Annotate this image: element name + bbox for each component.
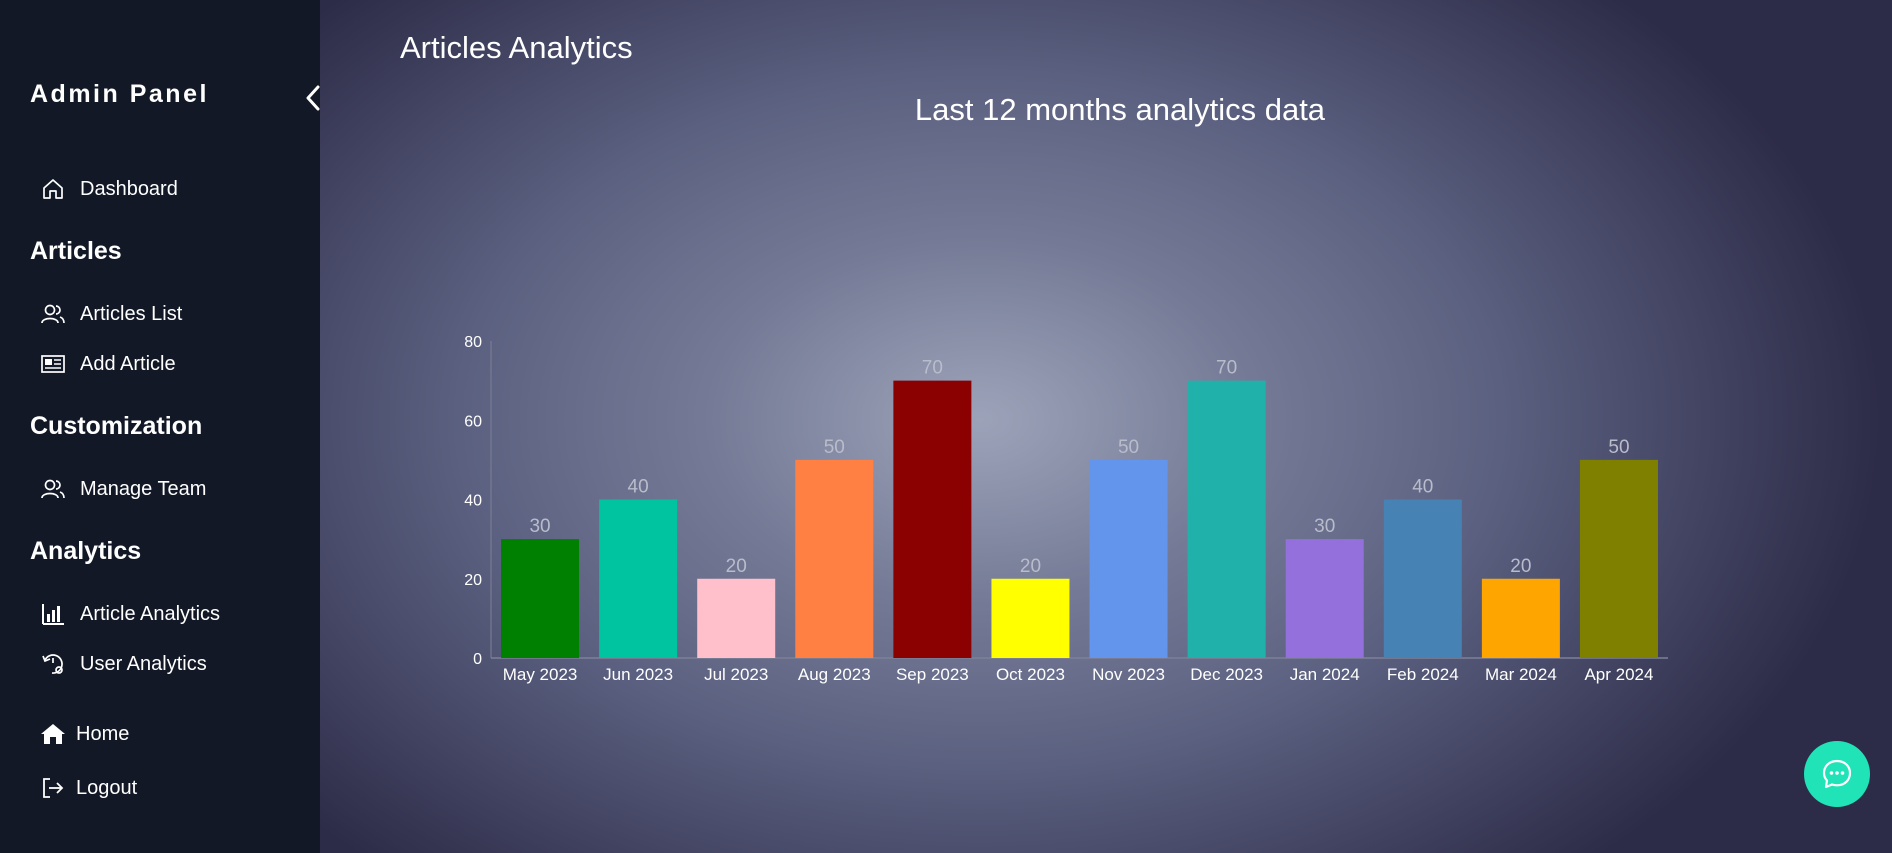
x-tick-label: Jun 2023 [603, 665, 673, 684]
sidebar-item-label: User Analytics [80, 652, 207, 675]
home-icon [40, 721, 66, 747]
chart-title: Last 12 months analytics data [915, 92, 1326, 127]
chevron-left-icon [306, 85, 320, 111]
logout-icon [40, 775, 66, 801]
bar [1383, 499, 1462, 658]
bar [1089, 459, 1168, 658]
bar [1579, 459, 1658, 658]
bar [1285, 539, 1364, 658]
bar [599, 499, 678, 658]
bar-chart: Last 12 months analytics data 0 20 40 60 80 3… [464, 92, 1668, 684]
sidebar-item-label: Logout [76, 776, 138, 799]
y-tick-label: 0 [473, 651, 482, 668]
x-tick-label: Feb 2024 [1387, 665, 1459, 684]
sidebar-item-dashboard[interactable]: Dashboard [40, 174, 178, 204]
y-tick-label: 80 [464, 334, 482, 351]
x-tick-label: Nov 2023 [1092, 665, 1165, 684]
page-title: Articles Analytics [400, 30, 633, 65]
bar-value-label: 30 [1314, 516, 1335, 537]
bar [991, 578, 1070, 658]
bar-value-label: 70 [1216, 358, 1237, 379]
sidebar-item-label: Add Article [80, 352, 176, 375]
chat-bubble-icon [1822, 759, 1852, 789]
sidebar-item-label: Articles List [80, 302, 183, 325]
people-icon [40, 301, 66, 327]
sidebar-item-add-article[interactable]: Add Article [40, 349, 176, 379]
sidebar-item-label: Article Analytics [80, 602, 221, 625]
x-tick-label: Jul 2023 [704, 665, 768, 684]
x-tick-label: Mar 2024 [1485, 665, 1557, 684]
sidebar-item-label: Dashboard [80, 177, 178, 200]
x-tick-label: Sep 2023 [896, 665, 969, 684]
sidebar-item-home[interactable]: Home [40, 719, 129, 749]
sidebar-item-article-analytics[interactable]: Article Analytics [40, 599, 220, 629]
home-outline-icon [40, 176, 66, 202]
sidebar: Admin Panel Dashboard Articles Articles … [0, 0, 340, 853]
bar-value-label: 70 [922, 358, 943, 379]
bar-value-label: 40 [1412, 477, 1433, 498]
chat-button[interactable] [1804, 741, 1870, 807]
brand-title: Admin Panel [30, 80, 209, 108]
bar-value-label: 50 [1608, 437, 1629, 458]
sidebar-item-label: Manage Team [80, 477, 207, 500]
bar [795, 459, 874, 658]
sidebar-item-logout[interactable]: Logout [40, 773, 137, 803]
bar-value-label: 50 [1118, 437, 1139, 458]
bar-value-label: 50 [824, 437, 845, 458]
x-tick-label: Apr 2024 [1584, 665, 1653, 684]
bar [501, 539, 580, 658]
y-tick-label: 20 [464, 572, 482, 589]
main-content: Articles Analytics Last 12 months analyt… [320, 0, 1892, 853]
section-title-articles: Articles [30, 237, 122, 265]
history-gear-icon [40, 651, 66, 677]
section-title-customization: Customization [30, 412, 203, 440]
x-tick-label: Jan 2024 [1290, 665, 1360, 684]
y-tick-label: 60 [464, 413, 482, 430]
bar [1187, 380, 1266, 658]
newspaper-icon [40, 351, 66, 377]
bar [893, 380, 972, 658]
y-tick-label: 40 [464, 493, 482, 510]
x-tick-label: Aug 2023 [798, 665, 871, 684]
people-icon [40, 476, 66, 502]
bar [1481, 578, 1560, 658]
sidebar-item-user-analytics[interactable]: User Analytics [40, 649, 207, 679]
bar-value-label: 20 [1510, 556, 1531, 577]
bar-value-label: 40 [628, 477, 649, 498]
x-tick-label: Dec 2023 [1190, 665, 1263, 684]
sidebar-item-manage-team[interactable]: Manage Team [40, 474, 206, 504]
x-tick-label: Oct 2023 [996, 665, 1065, 684]
x-tick-label: May 2023 [503, 665, 578, 684]
bar-value-label: 20 [1020, 556, 1041, 577]
bar [697, 578, 776, 658]
section-title-analytics: Analytics [30, 537, 142, 565]
sidebar-item-articles-list[interactable]: Articles List [40, 299, 182, 329]
bar-value-label: 30 [529, 516, 550, 537]
sidebar-item-label: Home [76, 722, 130, 745]
bar-chart-icon [40, 601, 66, 627]
bar-value-label: 20 [726, 556, 747, 577]
